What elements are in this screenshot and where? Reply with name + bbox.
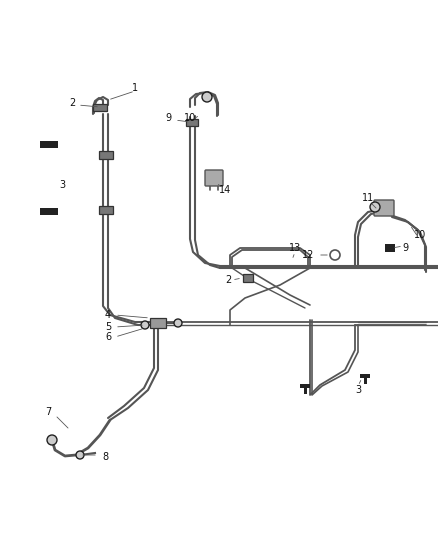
Circle shape [370,202,380,212]
Circle shape [202,92,212,102]
FancyBboxPatch shape [205,170,223,186]
Text: 7: 7 [45,407,51,417]
Circle shape [174,319,182,327]
Text: 8: 8 [102,452,108,462]
Text: 13: 13 [289,243,301,253]
Bar [243,274,253,282]
Bar [364,375,367,384]
Bar [99,206,113,214]
Circle shape [47,435,57,445]
Text: 3: 3 [355,385,361,395]
Bar [385,244,395,252]
Text: 2: 2 [225,275,231,285]
Text: 1: 1 [132,83,138,93]
Text: 5: 5 [105,322,111,332]
Bar [93,103,107,110]
Text: 2: 2 [69,98,75,108]
Text: 12: 12 [302,250,314,260]
Text: 4: 4 [105,310,111,320]
Bar [304,385,307,394]
Bar [150,318,166,328]
Text: 10: 10 [184,113,196,123]
Circle shape [141,321,149,329]
Text: 3: 3 [59,180,65,190]
Text: 14: 14 [219,185,231,195]
Circle shape [76,451,84,459]
Bar [99,151,113,159]
Text: 9: 9 [165,113,171,123]
Bar [360,374,370,378]
Text: 9: 9 [402,243,408,253]
FancyBboxPatch shape [374,200,394,216]
Text: 6: 6 [105,332,111,342]
Bar [40,208,58,215]
Text: 10: 10 [414,230,426,240]
Bar [186,118,198,125]
Text: 11: 11 [362,193,374,203]
Bar [300,384,310,388]
Bar [40,141,58,148]
